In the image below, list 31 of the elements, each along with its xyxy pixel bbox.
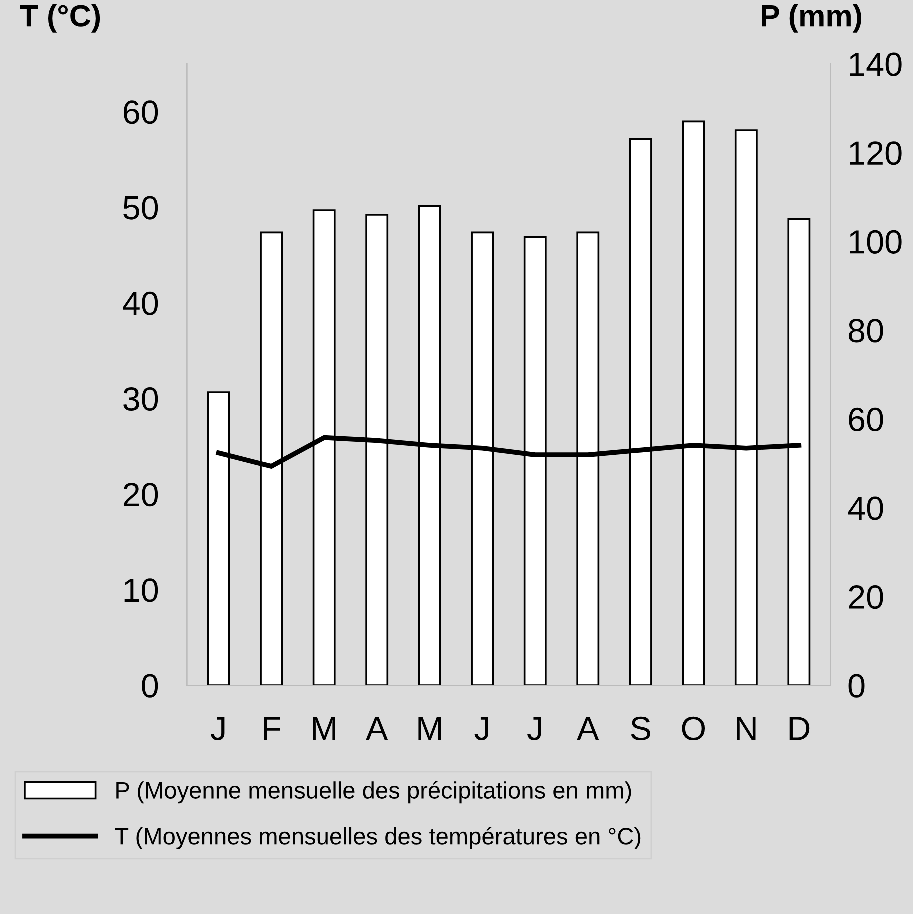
y2-tick-label: 60 (849, 408, 884, 432)
x-tick-label: A (577, 717, 600, 740)
y2-tick-label: 20 (849, 586, 884, 610)
y2-tick-label: 140 (850, 52, 902, 76)
x-tick-label: N (737, 717, 756, 740)
x-tick-label: J (528, 717, 542, 741)
legend-label: P (Moyenne mensuelle des précipitations en mm) (116, 781, 632, 804)
y-axis-title: T (°C) (20, 4, 100, 33)
x-tick-label: J (211, 717, 225, 741)
y-tick-label: 30 (124, 387, 158, 412)
y2-tick-label: 80 (848, 319, 884, 343)
y-tick-label: 0 (142, 674, 158, 698)
x-tick-label: M (313, 717, 336, 740)
y2-axis-title: P (mm) (762, 4, 862, 33)
y2-tick-label: 100 (850, 230, 902, 254)
y-tick-label: 50 (124, 196, 158, 220)
y-tick-label: 60 (124, 100, 158, 124)
y-tick-label: 40 (123, 292, 158, 316)
x-tick-label: J (474, 717, 488, 741)
x-tick-label: M (418, 717, 442, 740)
legend-label: T (Moyennes mensuelles des températures en °C) (115, 827, 641, 850)
y-tick-label: 10 (124, 578, 158, 602)
x-tick-label: F (264, 717, 280, 740)
y2-tick-label: 0 (848, 674, 865, 698)
x-tick-label: O (682, 716, 706, 741)
x-tick-label: S (631, 716, 650, 741)
x-tick-label: A (366, 717, 388, 740)
x-tick-label: D (790, 717, 810, 740)
y-tick-label: 20 (124, 483, 158, 507)
y2-tick-label: 120 (850, 142, 902, 166)
y2-tick-label: 40 (848, 496, 884, 520)
